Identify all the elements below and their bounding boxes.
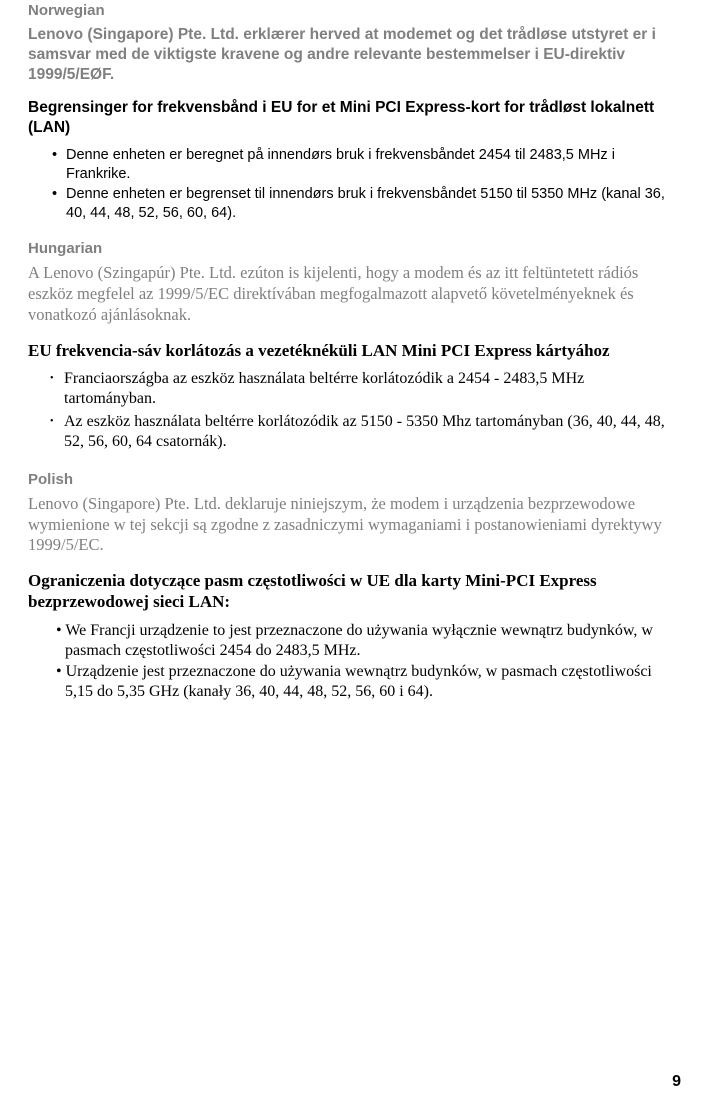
hungarian-declaration: A Lenovo (Szingapúr) Pte. Ltd. ezúton is… bbox=[28, 263, 677, 325]
hungarian-subtitle: EU frekvencia-sáv korlátozás a vezetékné… bbox=[28, 340, 677, 361]
hungarian-header: Hungarian bbox=[28, 240, 677, 257]
list-item: • We Francji urządzenie to jest przeznac… bbox=[56, 621, 677, 662]
norwegian-declaration: Lenovo (Singapore) Pte. Ltd. erklærer he… bbox=[28, 25, 677, 84]
list-item: Denne enheten er beregnet på innendørs b… bbox=[66, 146, 677, 183]
norwegian-subtitle: Begrensinger for frekvensbånd i EU for e… bbox=[28, 98, 677, 138]
list-item: Franciaországba az eszköz használata bel… bbox=[56, 369, 677, 410]
list-item: • Urządzenie jest przeznaczone do używan… bbox=[56, 662, 677, 703]
list-item: Az eszköz használata beltérre korlátozód… bbox=[56, 412, 677, 453]
norwegian-header: Norwegian bbox=[28, 2, 677, 19]
norwegian-bullet-list: Denne enheten er beregnet på innendørs b… bbox=[28, 146, 677, 222]
polish-subtitle: Ograniczenia dotyczące pasm częstotliwoś… bbox=[28, 570, 677, 613]
polish-header: Polish bbox=[28, 471, 677, 488]
polish-bullet-list: • We Francji urządzenie to jest przeznac… bbox=[28, 621, 677, 703]
page-number: 9 bbox=[672, 1073, 681, 1091]
list-item: Denne enheten er begrenset til innendørs… bbox=[66, 185, 677, 222]
document-page: Norwegian Lenovo (Singapore) Pte. Ltd. e… bbox=[0, 2, 705, 1101]
hungarian-bullet-list: Franciaországba az eszköz használata bel… bbox=[28, 369, 677, 453]
polish-declaration: Lenovo (Singapore) Pte. Ltd. deklaruje n… bbox=[28, 494, 677, 556]
